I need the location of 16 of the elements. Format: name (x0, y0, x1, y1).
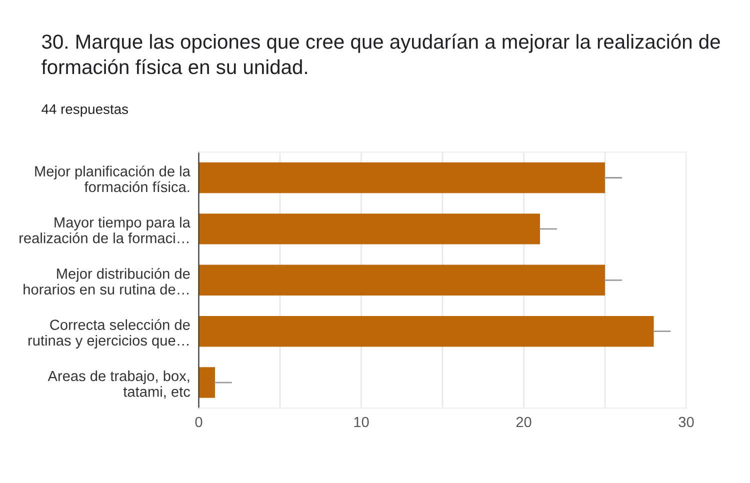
y-tick-label: Areas de trabajo, box, tatami, etc (48, 370, 190, 399)
bar (198, 162, 605, 194)
y-tick-label: Mayor tiempo para la realización de la formaci… (20, 216, 190, 244)
bar (198, 367, 215, 398)
y-tick-label: Mejor distribución de horarios en su rutina de… (24, 268, 190, 295)
y-tick-label: Mejor planificación de la formación física. (35, 166, 190, 192)
text: 44 respuestas (42, 104, 128, 117)
bar (198, 316, 654, 347)
x-tick-label: 10 (354, 416, 369, 428)
bar (198, 264, 605, 296)
chart-title: 30. Marque las opciones que cree que ayudarían a mejorar la realización de formación física en su unidad. (42, 34, 720, 74)
x-tick-label: 30 (678, 416, 694, 428)
x-tick-label: 0 (195, 416, 202, 428)
y-tick-label: Correcta selección de rutinas y ejercicios que… (28, 319, 190, 349)
bar (198, 214, 540, 244)
x-tick-label: 20 (516, 416, 532, 428)
